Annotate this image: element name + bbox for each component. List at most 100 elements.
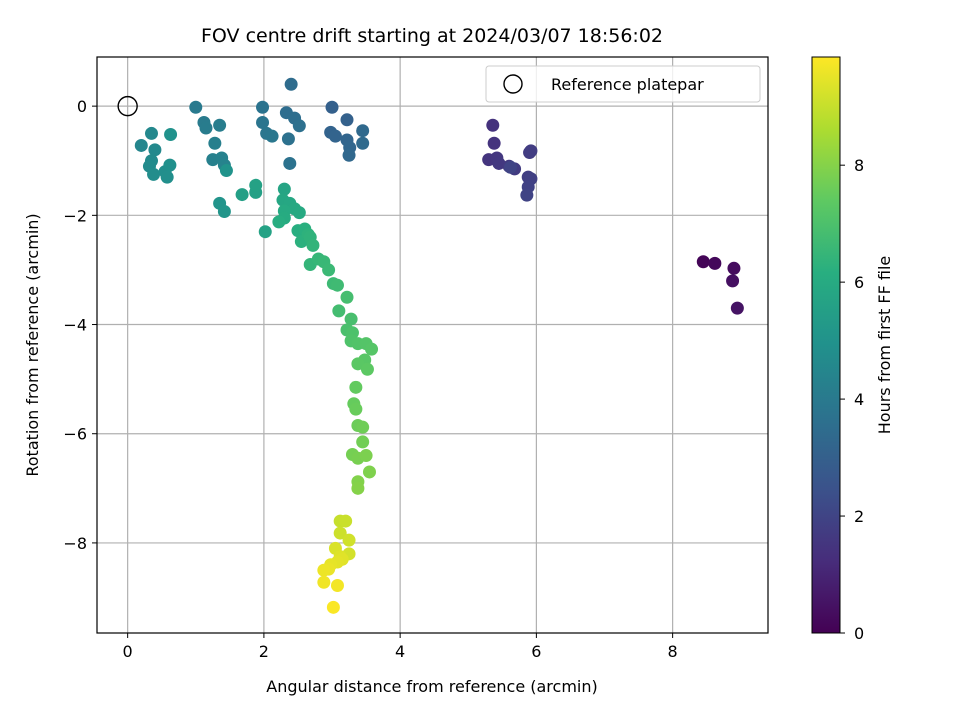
colorbar-tick-label: 4: [854, 390, 864, 409]
data-point: [249, 178, 263, 192]
data-point: [340, 290, 354, 304]
legend-marker-circle-icon: [503, 74, 523, 94]
data-points: [134, 77, 744, 614]
data-point: [265, 129, 279, 143]
data-point: [727, 261, 741, 275]
data-point: [342, 148, 356, 162]
data-point: [281, 132, 295, 146]
data-point: [708, 256, 722, 270]
data-point: [326, 600, 340, 614]
data-point: [328, 129, 342, 143]
chart-title: FOV centre drift starting at 2024/03/07 …: [201, 25, 663, 47]
y-tick-label: −8: [63, 534, 87, 553]
data-point: [208, 136, 222, 150]
data-point: [317, 563, 331, 577]
data-point: [160, 170, 174, 184]
data-point: [726, 274, 740, 288]
data-point: [333, 526, 347, 540]
data-point: [524, 144, 538, 158]
data-point: [272, 215, 286, 229]
data-point: [325, 100, 339, 114]
x-axis-ticks: 0 2 4 6 8: [123, 633, 678, 661]
colorbar-tick-label: 0: [854, 624, 864, 643]
data-point: [330, 579, 344, 593]
colorbar-tick-label: 6: [854, 273, 864, 292]
data-point: [340, 113, 354, 127]
data-point: [356, 420, 370, 434]
data-point: [147, 167, 161, 181]
data-point: [344, 312, 358, 326]
data-point: [284, 77, 298, 91]
x-tick-label: 6: [531, 642, 541, 661]
data-point: [351, 481, 365, 495]
data-point: [503, 160, 517, 174]
data-point: [322, 263, 336, 277]
x-tick-label: 4: [395, 642, 405, 661]
data-point: [342, 533, 356, 547]
y-tick-label: −6: [63, 425, 87, 444]
data-point: [349, 380, 363, 394]
data-point: [189, 100, 203, 114]
data-point: [256, 100, 270, 114]
data-point: [492, 156, 506, 170]
data-point: [362, 465, 376, 479]
data-point: [317, 575, 331, 589]
data-point: [164, 128, 178, 142]
colorbar: 0 2 4 6 8 Hours from first FF file: [811, 56, 894, 643]
colorbar-tick-label: 2: [854, 507, 864, 526]
legend-box: [485, 65, 761, 103]
colorbar-tick-label: 8: [854, 156, 864, 175]
colorbar-ticks: 0 2 4 6 8: [840, 156, 864, 643]
data-point: [351, 357, 365, 371]
data-point: [144, 126, 158, 140]
data-point: [134, 138, 148, 152]
reference-platepar-point: [117, 95, 138, 117]
data-point: [283, 156, 297, 170]
data-point: [235, 188, 249, 202]
data-point: [330, 278, 344, 292]
data-point: [292, 206, 306, 220]
data-point: [199, 121, 213, 135]
data-point: [730, 301, 744, 315]
data-point: [356, 435, 370, 449]
data-point: [486, 118, 500, 132]
data-point: [292, 119, 306, 133]
data-point: [360, 362, 374, 376]
y-axis-ticks: 0 −2 −4 −6 −8: [63, 97, 97, 553]
legend: Reference platepar: [485, 65, 761, 103]
data-point: [332, 304, 346, 318]
data-point: [219, 164, 233, 178]
y-tick-label: −4: [63, 316, 87, 335]
data-point: [365, 342, 379, 356]
colorbar-label: Hours from first FF file: [875, 256, 894, 435]
data-point: [349, 402, 363, 416]
plot-frame: [96, 56, 769, 634]
y-axis-label: Rotation from reference (arcmin): [23, 213, 42, 476]
y-tick-label: 0: [77, 97, 87, 116]
data-point: [148, 143, 162, 157]
reference-marker: [117, 95, 138, 117]
legend-entry-reference: Reference platepar: [551, 75, 704, 94]
data-point: [306, 238, 320, 252]
x-tick-label: 2: [259, 642, 269, 661]
data-point: [696, 255, 710, 269]
data-point: [217, 205, 231, 219]
data-point: [356, 136, 370, 150]
grid-lines: [97, 57, 768, 633]
data-point: [277, 182, 291, 196]
data-point: [213, 118, 227, 132]
data-point: [339, 514, 353, 528]
data-point: [359, 449, 373, 463]
data-point: [520, 188, 534, 202]
data-point: [256, 116, 270, 130]
data-point: [163, 158, 177, 172]
x-tick-label: 8: [668, 642, 678, 661]
data-point: [356, 124, 370, 138]
x-axis-label: Angular distance from reference (arcmin): [266, 677, 597, 696]
y-tick-label: −2: [63, 206, 87, 225]
data-point: [487, 136, 501, 150]
colorbar-gradient: [811, 56, 841, 634]
data-point: [258, 225, 272, 239]
